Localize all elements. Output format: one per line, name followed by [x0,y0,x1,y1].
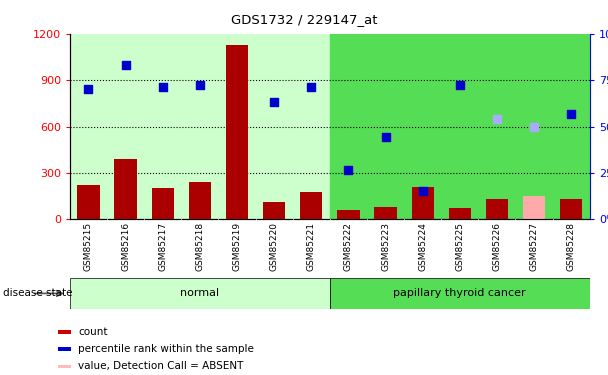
Point [158,84,168,90]
Bar [486,199,508,219]
Bar [226,45,248,219]
Point [195,82,205,88]
Bar [58,364,71,368]
Bar [412,187,434,219]
Bar [114,159,137,219]
Point [381,134,390,140]
Bar [188,182,211,219]
Point [492,116,502,122]
Bar [263,202,285,219]
FancyBboxPatch shape [330,278,590,309]
Bar [70,34,330,219]
Point [84,87,94,93]
Text: GDS1732 / 229147_at: GDS1732 / 229147_at [231,13,377,26]
Bar [58,330,71,334]
Text: normal: normal [181,288,219,298]
Point [344,167,353,173]
Point [418,188,427,194]
Point [121,62,131,68]
Text: papillary thyroid cancer: papillary thyroid cancer [393,288,526,298]
Bar [523,196,545,219]
FancyBboxPatch shape [70,278,330,309]
Bar [560,199,582,219]
Point [306,84,316,90]
Point [455,82,465,88]
Text: value, Detection Call = ABSENT: value, Detection Call = ABSENT [78,362,243,371]
Bar [58,347,71,351]
Text: percentile rank within the sample: percentile rank within the sample [78,344,254,354]
Bar [151,188,174,219]
Bar [449,208,471,219]
Bar [77,185,100,219]
Bar [300,192,322,219]
Point [566,111,576,117]
Text: count: count [78,327,108,337]
Point [529,124,539,130]
Bar [330,34,590,219]
Bar [375,207,396,219]
Bar [337,210,359,219]
Text: disease state: disease state [3,288,72,298]
Point [269,99,279,105]
